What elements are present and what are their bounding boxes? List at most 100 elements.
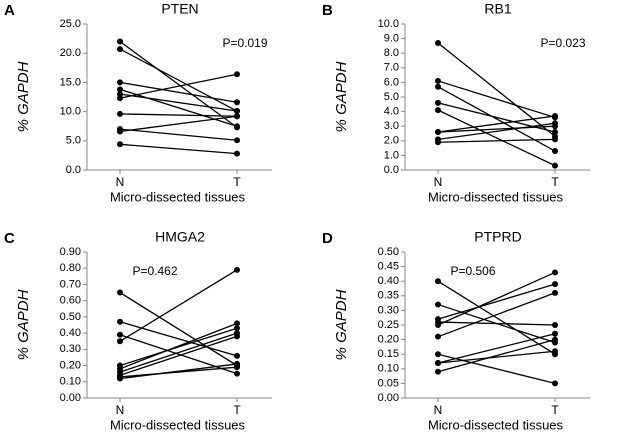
y-tick-label: 0.00: [378, 392, 399, 404]
data-point: [234, 71, 240, 78]
pair-line: [119, 292, 238, 367]
data-point: [552, 162, 558, 169]
data-point: [234, 150, 240, 157]
y-tick-label: 0.10: [378, 363, 399, 375]
y-tick-label: 10.0: [60, 106, 81, 118]
panel-letter: B: [322, 2, 333, 19]
data-point: [552, 348, 558, 355]
data-point: [435, 39, 441, 46]
x-axis-label: Micro-dissected tissues: [428, 417, 564, 432]
y-tick-label: 0.45: [378, 261, 399, 273]
data-point: [435, 359, 441, 366]
x-tick-label: N: [434, 175, 443, 189]
y-tick-label: 0.25: [378, 319, 399, 331]
data-point: [552, 380, 558, 387]
x-axis-label: Micro-dissected tissues: [110, 417, 246, 432]
y-tick-label: 9.0: [384, 33, 399, 45]
y-tick-label: 5.0: [384, 91, 399, 103]
y-tick-label: 0.00: [60, 392, 81, 404]
p-value: P=0.023: [540, 36, 585, 50]
y-tick-label: 0.70: [60, 278, 81, 290]
pair-line: [119, 366, 238, 378]
y-tick-label: 1.0: [384, 149, 399, 161]
data-point: [117, 375, 123, 382]
data-point: [234, 320, 240, 327]
y-tick-label: 0.80: [60, 262, 81, 274]
y-tick-label: 0.15: [378, 348, 399, 360]
x-tick-label: N: [116, 175, 125, 189]
data-point: [117, 289, 123, 296]
data-point: [234, 266, 240, 273]
y-tick-label: 0.0: [384, 164, 399, 176]
pair-line: [437, 271, 556, 326]
pair-line: [437, 338, 556, 373]
pair-line: [119, 332, 238, 373]
data-point: [117, 338, 123, 345]
pair-line: [119, 73, 238, 99]
y-tick-label: 0.20: [60, 359, 81, 371]
data-point: [234, 113, 240, 120]
pair-line: [437, 280, 556, 355]
y-tick-label: 5.0: [66, 135, 81, 147]
pair-line: [119, 363, 238, 380]
pair-line: [437, 350, 556, 364]
y-tick-label: 0.40: [60, 327, 81, 339]
chart-title: PTEN: [161, 1, 198, 17]
pair-line: [119, 113, 238, 117]
data-point: [435, 351, 441, 358]
p-value: P=0.506: [450, 264, 495, 278]
pair-line: [119, 327, 238, 367]
data-point: [117, 141, 123, 148]
data-point: [117, 128, 123, 135]
data-point: [552, 148, 558, 155]
panel-letter: D: [322, 230, 333, 247]
y-tick-label: 20.0: [60, 47, 81, 59]
y-axis-label: % GAPDH: [15, 289, 32, 360]
pair-line: [119, 143, 238, 155]
pair-line: [119, 115, 238, 133]
data-point: [552, 322, 558, 328]
data-point: [117, 110, 123, 117]
x-tick-label: N: [434, 403, 443, 417]
x-tick-label: T: [551, 175, 559, 189]
x-tick-label: T: [233, 403, 241, 417]
y-tick-label: 0.0: [66, 164, 81, 176]
chart-title: HMGA2: [155, 229, 205, 245]
panel-letter: C: [4, 230, 15, 247]
pair-line: [437, 42, 556, 137]
y-tick-label: 10.0: [378, 18, 399, 30]
data-point: [234, 352, 240, 359]
y-tick-label: 8.0: [384, 47, 399, 59]
p-value: P=0.462: [132, 264, 177, 278]
data-point: [234, 325, 240, 332]
pair-line: [119, 48, 238, 112]
data-point: [117, 86, 123, 93]
y-tick-label: 0.50: [378, 246, 399, 258]
y-tick-label: 0.50: [60, 311, 81, 323]
data-point: [117, 46, 123, 53]
pair-line: [119, 335, 238, 376]
y-tick-label: 15.0: [60, 76, 81, 88]
y-tick-label: 0.30: [378, 304, 399, 316]
y-tick-label: 0.90: [60, 246, 81, 258]
data-point: [117, 318, 123, 325]
data-point: [234, 123, 240, 130]
y-axis-label: % GAPDH: [15, 61, 32, 132]
data-point: [117, 38, 123, 45]
y-tick-label: 0.30: [60, 343, 81, 355]
pair-line: [437, 109, 556, 167]
data-point: [552, 330, 558, 337]
data-point: [117, 331, 123, 338]
pair-line: [119, 40, 238, 128]
data-point: [435, 322, 441, 328]
y-tick-label: 0.35: [378, 290, 399, 302]
panel-letter: A: [4, 2, 15, 19]
data-point: [234, 370, 240, 377]
y-tick-label: 2.0: [384, 135, 399, 147]
data-point: [234, 108, 240, 115]
data-point: [435, 368, 441, 375]
pair-line: [437, 333, 556, 364]
data-point: [117, 95, 123, 102]
data-point: [234, 99, 240, 106]
